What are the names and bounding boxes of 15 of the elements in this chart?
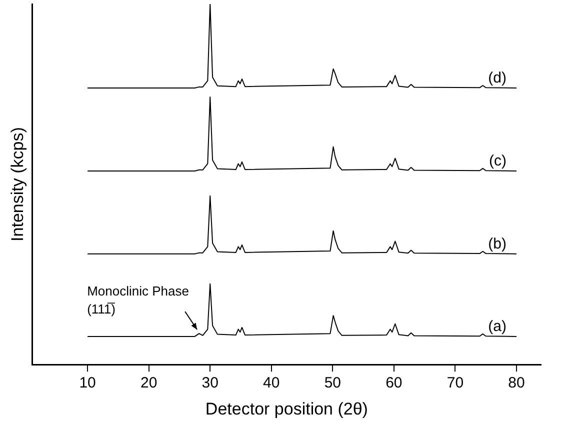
x-tick-label: 40 xyxy=(263,374,280,392)
x-tick-label: 30 xyxy=(202,374,218,392)
annotation: Monoclinic Phase (111̅) xyxy=(87,284,189,317)
x-tick-label: 60 xyxy=(386,374,402,392)
series-label: (c) xyxy=(488,152,506,170)
series-label: (b) xyxy=(488,236,506,253)
x-tick-label: 10 xyxy=(79,374,96,392)
series-label: (a) xyxy=(488,318,506,336)
series-label: (d) xyxy=(488,70,506,87)
x-tick-label: 80 xyxy=(508,374,525,392)
x-tick-label: 70 xyxy=(446,374,464,392)
x-tick-label: 20 xyxy=(140,374,158,392)
x-axis-title: Detector position (2θ) xyxy=(205,399,368,418)
x-tick-label: 50 xyxy=(324,374,341,392)
y-axis-title: Intensity (kcps) xyxy=(8,127,27,242)
